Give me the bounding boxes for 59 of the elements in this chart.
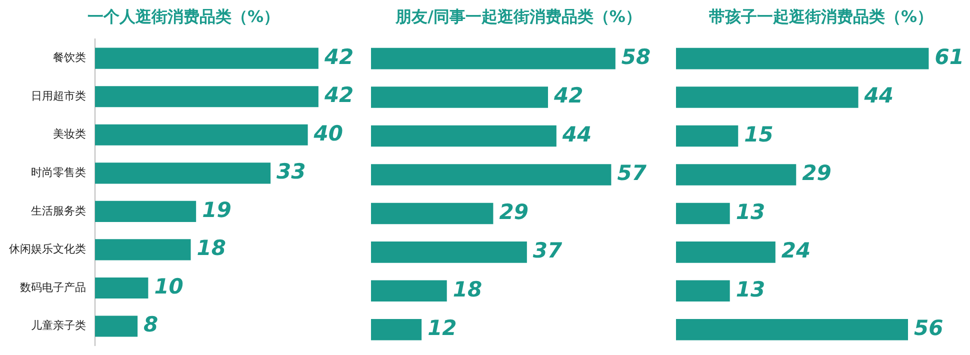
data-label: 8	[144, 312, 158, 337]
bar	[95, 124, 308, 146]
data-label: 13	[736, 277, 766, 302]
bar	[676, 86, 858, 108]
bar	[95, 239, 191, 260]
data-label: 10	[154, 274, 184, 298]
bar	[371, 86, 548, 108]
bar	[371, 280, 447, 302]
data-label: 58	[621, 45, 651, 70]
y-tick-label: 时尚零售类	[31, 166, 86, 180]
bar	[676, 280, 730, 302]
bar	[371, 318, 422, 340]
y-tick-label: 儿童亲子类	[31, 319, 86, 332]
chart-title: 带孩子一起逛街消费品类（%）	[708, 6, 934, 26]
y-tick-label: 餐饮类	[53, 51, 86, 64]
data-label: 42	[553, 84, 584, 108]
bar	[95, 277, 148, 299]
data-label: 24	[781, 238, 811, 263]
bar	[371, 125, 556, 147]
bar	[676, 164, 796, 186]
bar	[676, 48, 929, 70]
chart-title: 一个人逛街消费品类（%）	[87, 6, 280, 26]
data-label: 57	[617, 161, 647, 186]
y-tick-label: 日用超市类	[31, 89, 86, 102]
bar	[676, 318, 908, 340]
data-label: 12	[428, 316, 457, 340]
bar	[371, 202, 494, 224]
data-label: 29	[802, 161, 832, 186]
bar	[371, 242, 527, 263]
chart-title: 朋友/同事一起逛街消费品类（%）	[394, 6, 642, 26]
data-label: 56	[914, 316, 944, 340]
data-label: 42	[323, 83, 354, 108]
bar	[95, 200, 196, 222]
data-label: 40	[312, 121, 344, 146]
y-tick-label: 数码电子产品	[20, 280, 86, 294]
data-label: 13	[736, 200, 766, 224]
bar	[676, 125, 738, 147]
data-label: 19	[202, 198, 232, 222]
y-tick-label: 休闲娱乐文化类	[9, 242, 86, 256]
bar	[95, 316, 138, 337]
data-label: 44	[561, 122, 592, 146]
bar	[371, 164, 612, 186]
data-label: 61	[934, 45, 964, 70]
data-label: 33	[276, 160, 306, 184]
bar	[95, 86, 318, 108]
data-label: 29	[499, 200, 528, 224]
data-label: 18	[452, 277, 482, 302]
bar	[95, 162, 271, 184]
y-tick-label: 生活服务类	[31, 204, 86, 218]
y-tick-label: 美妆类	[53, 128, 86, 141]
bar	[371, 48, 616, 70]
data-label: 42	[323, 44, 354, 69]
bar	[676, 202, 730, 224]
data-label: 44	[863, 84, 894, 108]
bar	[676, 242, 776, 263]
bar	[95, 48, 318, 69]
data-label: 18	[196, 236, 226, 260]
data-label: 37	[532, 238, 563, 263]
data-label: 15	[744, 122, 774, 146]
